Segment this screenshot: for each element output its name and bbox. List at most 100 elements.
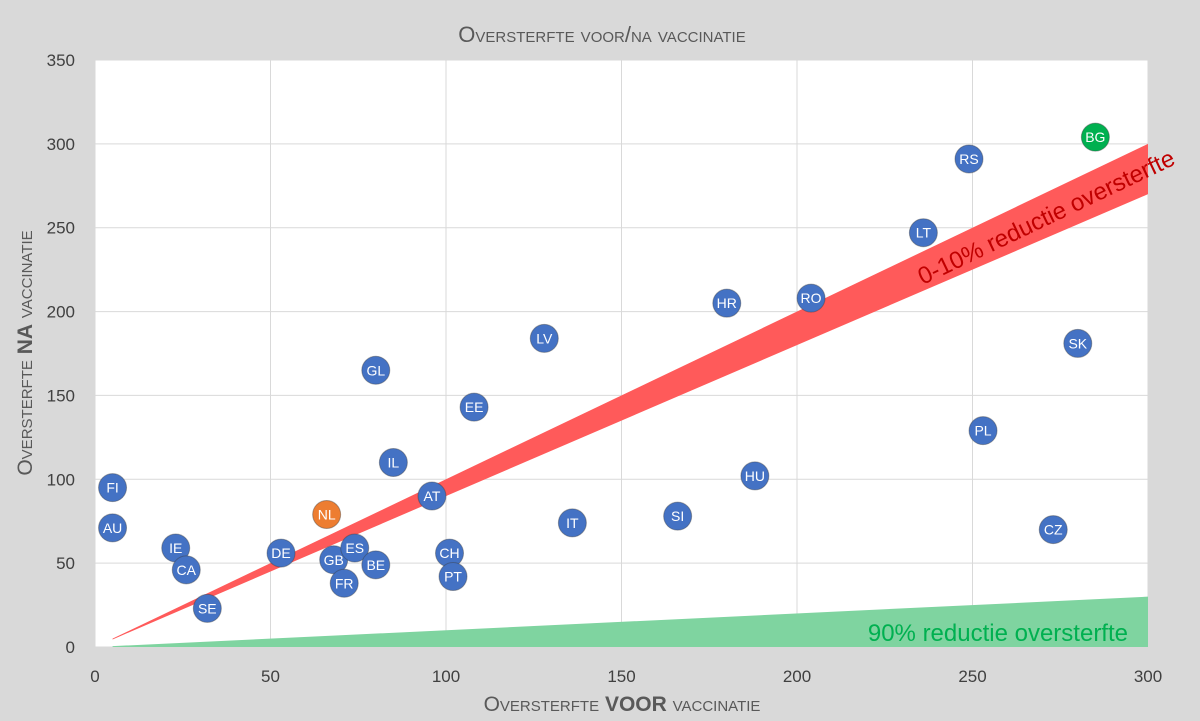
x-tick-label: 300 bbox=[1134, 667, 1162, 686]
data-point-gl: GL bbox=[361, 355, 391, 385]
y-axis-label-part2: NA bbox=[14, 324, 37, 354]
x-tick-label: 150 bbox=[607, 667, 635, 686]
y-tick-labels: 0 50 100 150 200 250 300 350 bbox=[47, 51, 75, 657]
point-marker bbox=[1063, 328, 1093, 358]
point-label: RS bbox=[959, 151, 978, 167]
point-marker bbox=[378, 448, 408, 478]
point-marker bbox=[98, 473, 128, 503]
point-label: GB bbox=[324, 552, 344, 568]
point-marker bbox=[329, 568, 359, 598]
data-point-rs: RS bbox=[954, 144, 984, 174]
data-point-fr: FR bbox=[329, 568, 359, 598]
data-point-hu: HU bbox=[740, 461, 770, 491]
point-label: CZ bbox=[1044, 522, 1063, 538]
y-tick-label: 0 bbox=[66, 638, 75, 657]
point-label: RO bbox=[801, 290, 822, 306]
point-marker bbox=[266, 538, 296, 568]
band-red bbox=[112, 143, 1148, 640]
point-marker bbox=[312, 500, 342, 530]
data-point-ca: CA bbox=[171, 555, 201, 585]
point-label: EE bbox=[465, 399, 484, 415]
data-point-au: AU bbox=[98, 513, 128, 543]
x-tick-label: 0 bbox=[90, 667, 99, 686]
point-label: BG bbox=[1085, 129, 1105, 145]
y-tick-label: 300 bbox=[47, 135, 75, 154]
point-marker bbox=[1080, 122, 1110, 152]
x-axis-label: Oversterfte VOOR vaccinatie bbox=[484, 693, 761, 716]
chart-title: Oversterfte voor/na vaccinatie bbox=[458, 22, 745, 47]
point-label: HR bbox=[717, 295, 737, 311]
point-label: IE bbox=[169, 540, 182, 556]
data-point-lv: LV bbox=[529, 323, 559, 353]
point-label: BE bbox=[366, 557, 385, 573]
data-point-bg: BG bbox=[1080, 122, 1110, 152]
data-point-be: BE bbox=[361, 550, 391, 580]
y-axis-label-part1: Oversterfte bbox=[14, 354, 37, 475]
point-label: IL bbox=[388, 455, 400, 471]
point-marker bbox=[361, 550, 391, 580]
point-marker bbox=[98, 513, 128, 543]
x-tick-label: 200 bbox=[783, 667, 811, 686]
point-marker bbox=[529, 323, 559, 353]
point-label: FI bbox=[106, 480, 118, 496]
point-marker bbox=[417, 481, 447, 511]
point-label: LT bbox=[916, 225, 932, 241]
y-tick-label: 50 bbox=[56, 554, 75, 573]
data-point-fi: FI bbox=[98, 473, 128, 503]
x-axis-label-part2: VOOR bbox=[605, 693, 667, 716]
y-tick-label: 200 bbox=[47, 303, 75, 322]
point-marker bbox=[192, 593, 222, 623]
point-marker bbox=[712, 288, 742, 318]
point-marker bbox=[740, 461, 770, 491]
data-point-sk: SK bbox=[1063, 328, 1093, 358]
point-label: CH bbox=[439, 545, 459, 561]
point-label: HU bbox=[745, 468, 765, 484]
point-marker bbox=[438, 562, 468, 592]
point-marker bbox=[340, 533, 370, 563]
data-point-es: ES bbox=[340, 533, 370, 563]
data-point-cz: CZ bbox=[1038, 515, 1068, 545]
point-marker bbox=[908, 218, 938, 248]
data-point-si: SI bbox=[663, 501, 693, 531]
point-label: AU bbox=[103, 520, 122, 536]
y-axis-label: Oversterfte NA vaccinatie bbox=[14, 230, 37, 475]
band-green bbox=[112, 596, 1148, 647]
point-marker bbox=[1038, 515, 1068, 545]
point-label: GL bbox=[366, 362, 385, 378]
data-point-ch: CH bbox=[435, 538, 465, 568]
data-point-at: AT bbox=[417, 481, 447, 511]
point-marker bbox=[459, 392, 489, 422]
data-point-se: SE bbox=[192, 593, 222, 623]
data-point-lt: LT bbox=[908, 218, 938, 248]
y-axis-label-part3: vaccinatie bbox=[14, 230, 37, 324]
point-marker bbox=[361, 355, 391, 385]
data-point-ro: RO bbox=[796, 283, 826, 313]
point-label: IT bbox=[566, 515, 579, 531]
point-marker bbox=[557, 508, 587, 538]
point-marker bbox=[954, 144, 984, 174]
x-axis-label-part3: vaccinatie bbox=[667, 693, 761, 716]
data-point-il: IL bbox=[378, 448, 408, 478]
data-point-pt: PT bbox=[438, 562, 468, 592]
band-label-green: 90% reductie oversterfte bbox=[868, 620, 1128, 647]
point-label: FR bbox=[335, 575, 354, 591]
point-label: ES bbox=[345, 540, 364, 556]
x-axis-label-part1: Oversterfte bbox=[484, 693, 605, 716]
y-tick-label: 100 bbox=[47, 470, 75, 489]
data-point-de: DE bbox=[266, 538, 296, 568]
y-tick-label: 150 bbox=[47, 386, 75, 405]
point-marker bbox=[968, 416, 998, 446]
y-tick-label: 250 bbox=[47, 219, 75, 238]
point-marker bbox=[796, 283, 826, 313]
point-label: LV bbox=[536, 330, 553, 346]
data-point-ie: IE bbox=[161, 533, 191, 563]
data-point-hr: HR bbox=[712, 288, 742, 318]
x-tick-label: 100 bbox=[432, 667, 460, 686]
point-label: NL bbox=[318, 507, 336, 523]
point-label: DE bbox=[271, 545, 290, 561]
x-tick-label: 250 bbox=[958, 667, 986, 686]
point-label: CA bbox=[177, 562, 197, 578]
x-tick-labels: 0 50 100 150 200 250 300 bbox=[90, 667, 1162, 686]
